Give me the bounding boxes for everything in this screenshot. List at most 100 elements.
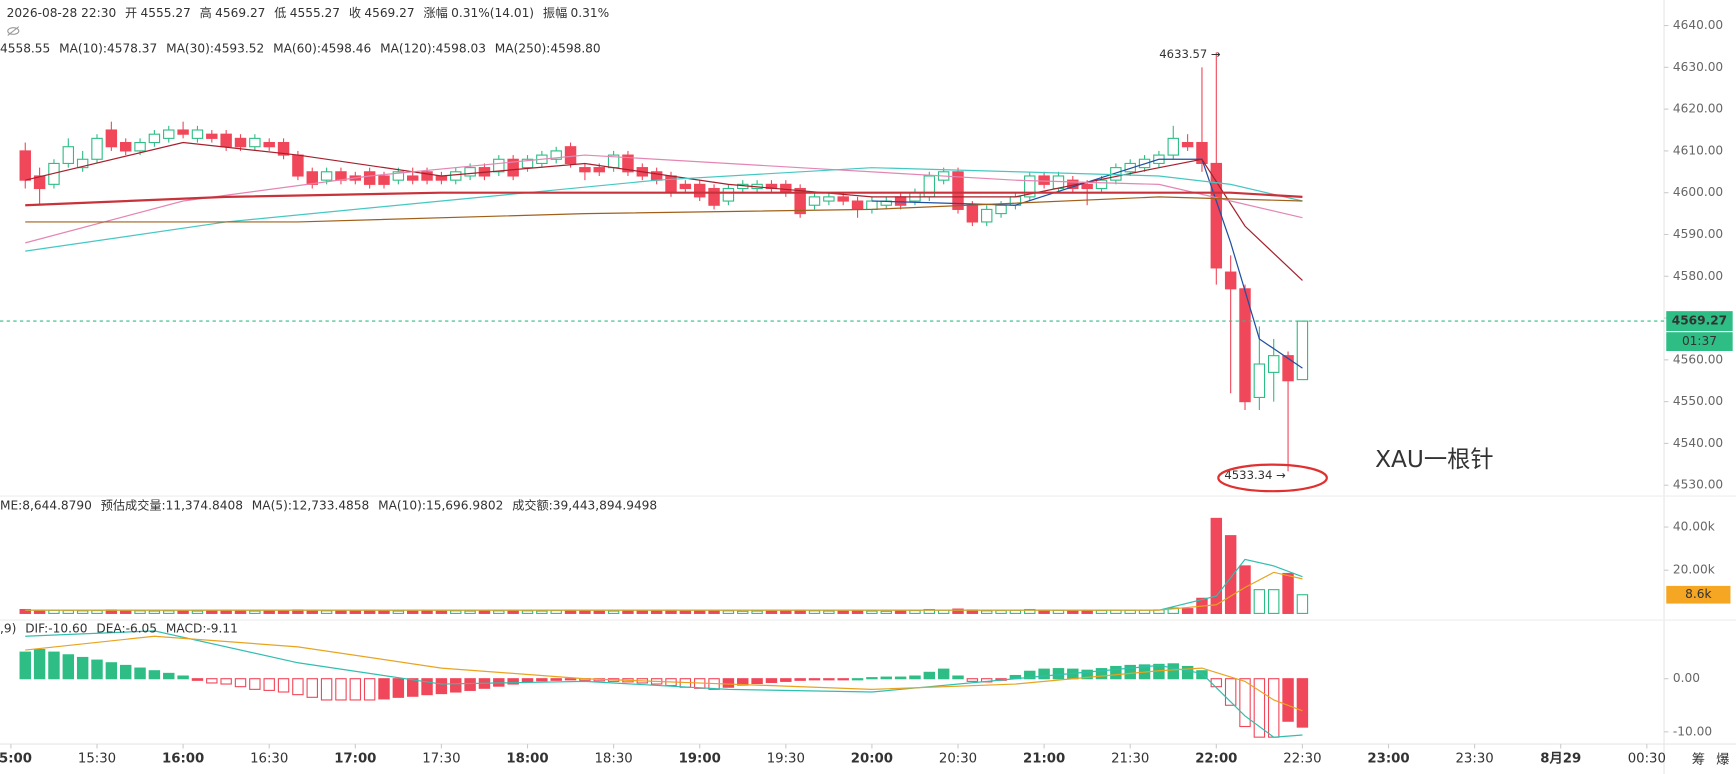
candle-body (550, 150, 562, 160)
legend-text: ,9) (0, 621, 16, 635)
x-tick-label: 8月29 (1540, 750, 1581, 766)
candle-body (363, 171, 376, 185)
indicator-line (25, 141, 1303, 281)
bar (48, 651, 60, 680)
bar (435, 678, 448, 695)
bar (206, 678, 218, 684)
bar (177, 610, 189, 614)
x-tick-label: 18:00 (506, 751, 548, 766)
bar (1052, 609, 1065, 614)
footer-icon[interactable]: 爆 (1716, 752, 1729, 768)
bar (62, 610, 75, 614)
price-tag (1666, 311, 1733, 332)
bar (349, 610, 362, 614)
bar (952, 608, 964, 614)
candle-body (564, 146, 577, 164)
bar (1081, 669, 1093, 680)
legend-text: 预估成交量:11,374.8408 (101, 498, 243, 513)
x-tick-label: 17:30 (422, 751, 460, 766)
bar (392, 610, 405, 614)
x-tick-label: 19:00 (679, 751, 721, 766)
bar (464, 610, 476, 614)
bar (406, 678, 419, 697)
x-tick-label: 21:30 (1111, 751, 1149, 766)
legend-text: MA(5):12,733.4858 (252, 499, 369, 513)
bar (48, 609, 60, 614)
candle-body (148, 133, 161, 144)
bar (679, 610, 692, 614)
bar (593, 610, 605, 614)
x-tick-label: 23:00 (1367, 751, 1409, 766)
bar (249, 610, 261, 614)
icon (7, 27, 20, 35)
legend-text: 2026-08-28 22:30 (7, 6, 117, 20)
candle-body (1167, 137, 1179, 156)
x-tick-label: 16:00 (162, 751, 204, 766)
candle-body (292, 154, 304, 177)
bar (363, 678, 376, 701)
bar (665, 609, 677, 614)
candle-body (105, 129, 118, 148)
bar (851, 678, 864, 681)
indicator-line (25, 635, 1303, 712)
bar (320, 678, 333, 701)
bar (837, 610, 849, 614)
x-tick-label: 20:00 (851, 751, 893, 766)
bar (780, 678, 792, 682)
bar (693, 610, 706, 614)
legend-text: 4558.55 (0, 41, 50, 55)
x-tick-label: 23:30 (1455, 751, 1493, 766)
bar (464, 678, 476, 691)
bar (1253, 678, 1266, 738)
candle-body (1124, 162, 1136, 173)
bar (1009, 609, 1022, 614)
candle-body (1296, 320, 1309, 381)
volume-tag-text: 8.6k (1685, 587, 1711, 601)
bar (119, 609, 132, 614)
bar (292, 678, 304, 696)
y-tick-label: 4530.00 (1673, 478, 1723, 492)
candle-body (1038, 175, 1050, 185)
bar (966, 678, 979, 682)
legend-text: 0.31% (571, 6, 610, 20)
bar (1167, 607, 1179, 614)
countdown-tag (1666, 332, 1733, 352)
candle-body (234, 137, 247, 148)
bar (636, 610, 649, 614)
bar (119, 664, 132, 680)
bar (1239, 565, 1251, 614)
bar (249, 678, 261, 690)
candle-body (62, 146, 75, 164)
legend-text: 4555.27 (290, 6, 340, 20)
legend-text: ME:8,644.8790 (0, 499, 92, 513)
bar (206, 610, 218, 614)
bar (163, 610, 175, 614)
bar (937, 668, 950, 680)
bar (579, 610, 591, 614)
bar (320, 610, 333, 614)
x-tick-label: 22:00 (1195, 751, 1237, 766)
candle-body (980, 208, 993, 223)
indicator-line (25, 630, 1303, 738)
x-tick-label: 19:30 (767, 751, 805, 766)
bar (105, 662, 118, 680)
candle-body (392, 171, 405, 181)
candle-body (823, 196, 835, 202)
hide-icon[interactable] (7, 26, 20, 36)
y-tick-label: 4600.00 (1673, 185, 1723, 199)
legend-text: 4569.27 (215, 6, 265, 20)
bar (349, 678, 362, 701)
legend-text: 振幅 (543, 5, 567, 20)
candle-body (851, 200, 864, 210)
bar (708, 610, 720, 614)
bar (1282, 572, 1294, 614)
candle-body (19, 150, 31, 181)
bar (837, 678, 849, 681)
highlight-ellipse (1217, 463, 1328, 493)
x-tick-label: 20:30 (939, 751, 977, 766)
bar (751, 610, 763, 614)
legend-text: 低 (274, 6, 286, 20)
footer-icon[interactable]: 筹 (1692, 751, 1705, 768)
note: XAU一根针 (1375, 446, 1494, 473)
bar (995, 610, 1007, 614)
